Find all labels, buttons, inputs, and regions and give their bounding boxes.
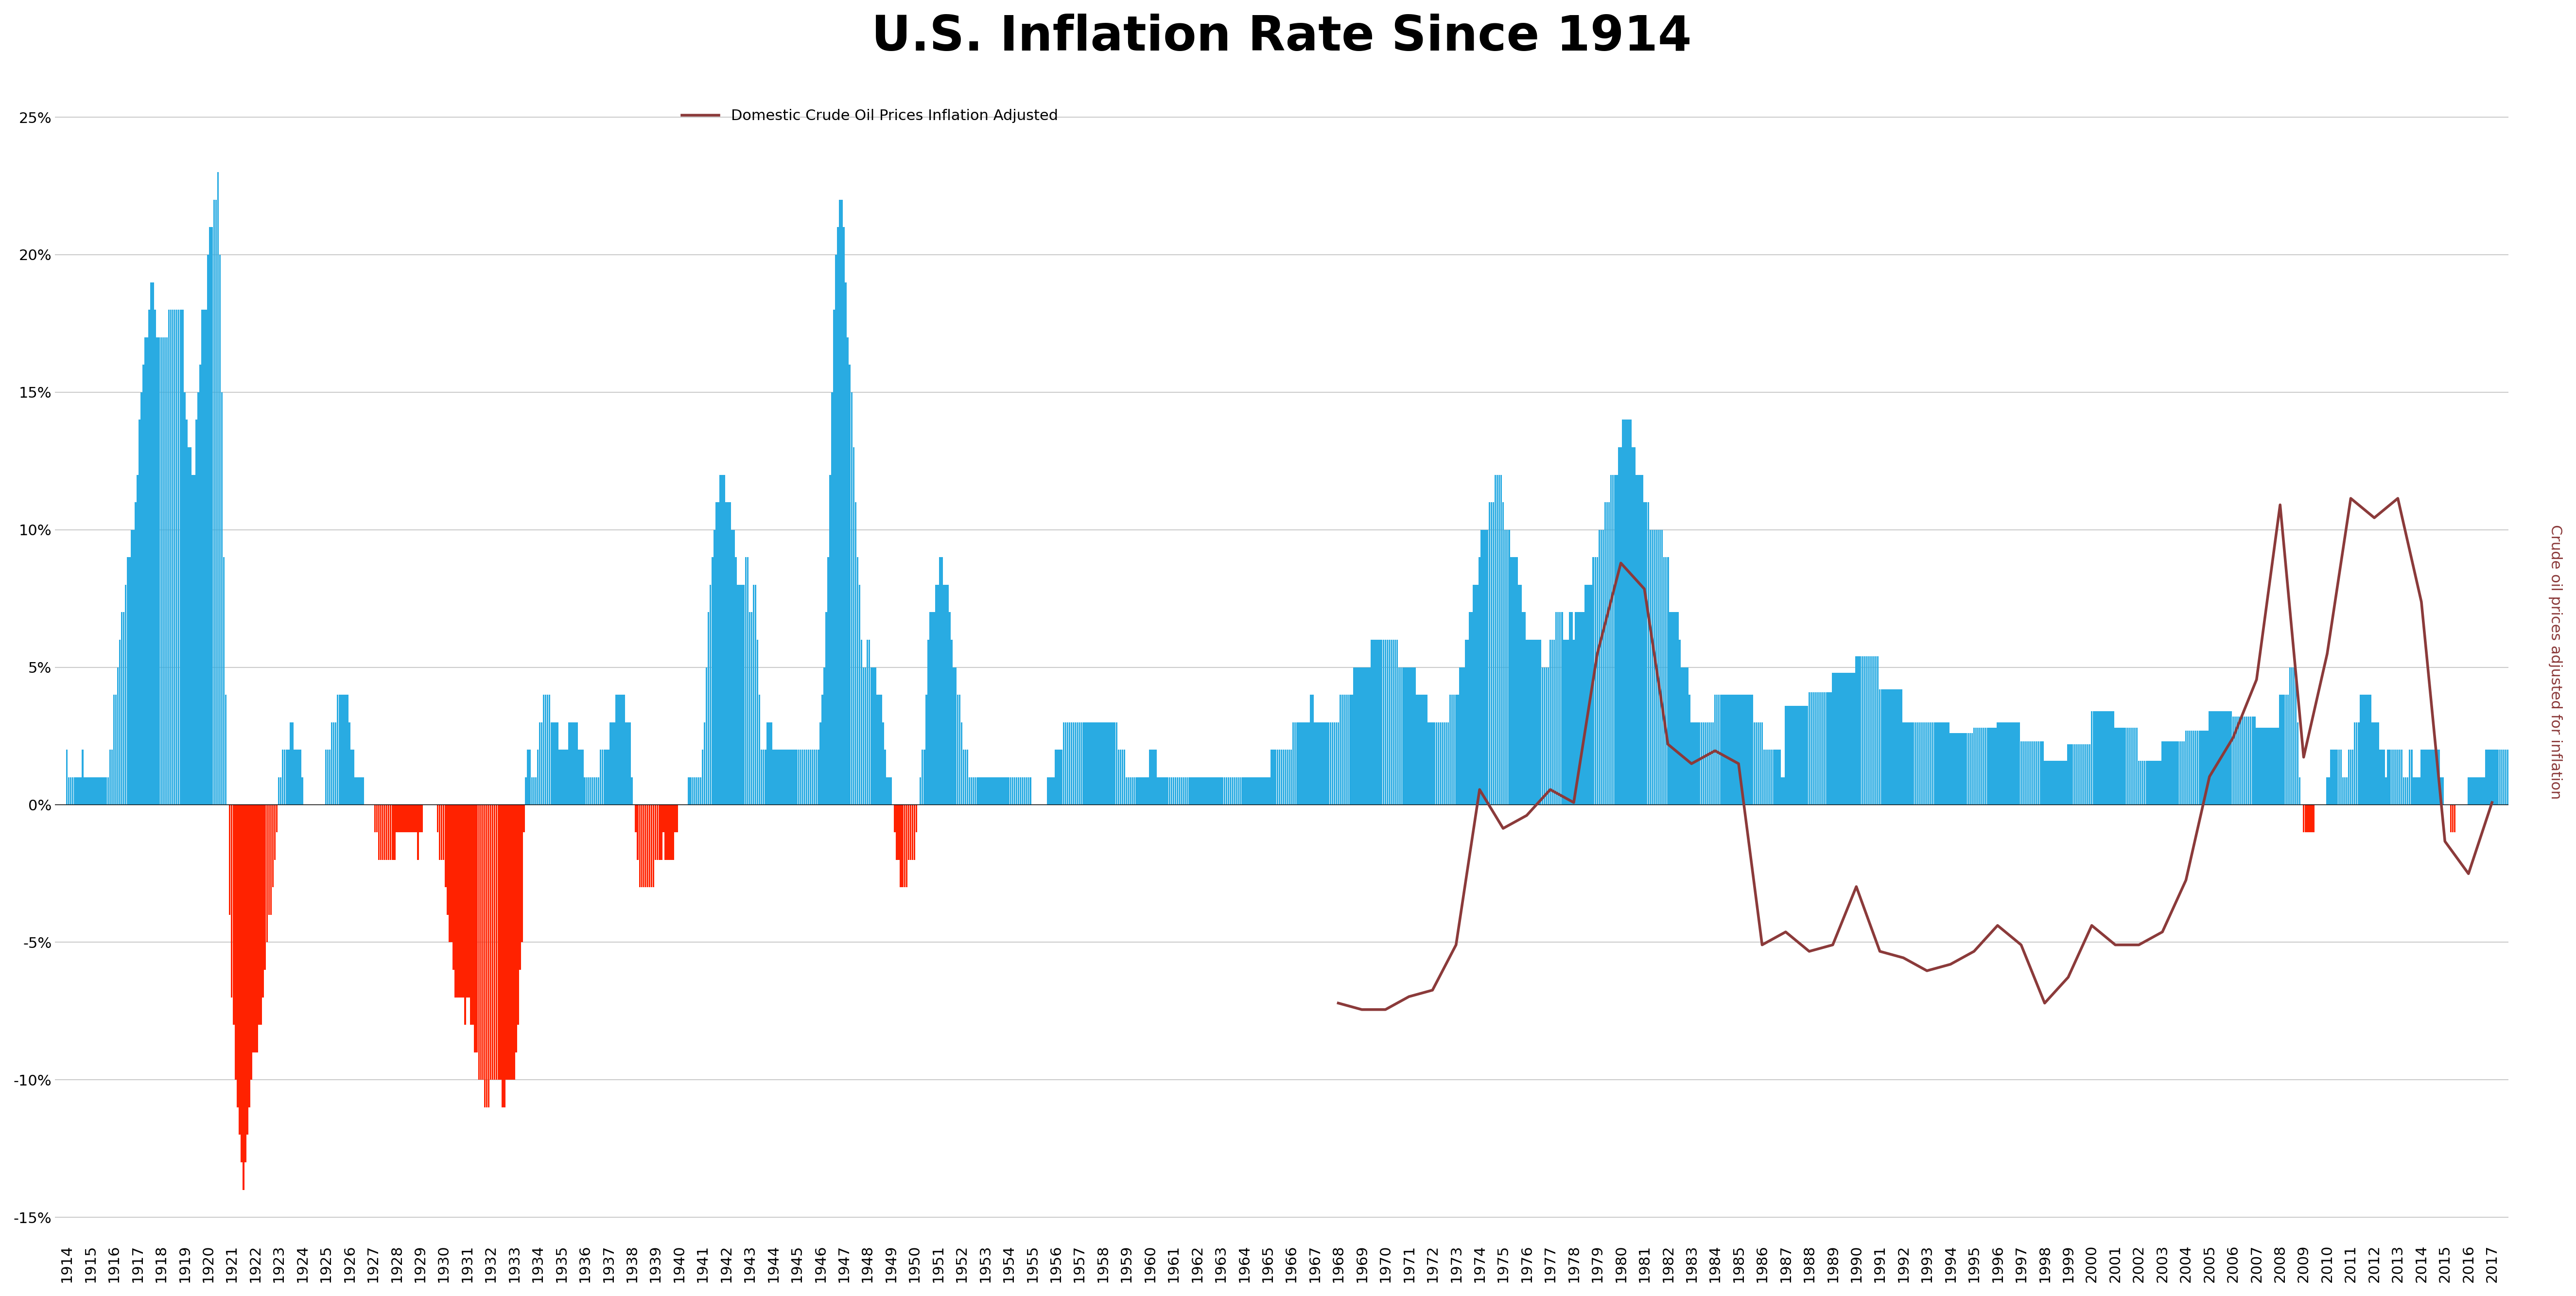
Y-axis label: Crude oil prices adjusted for inflation: Crude oil prices adjusted for inflation [2548,525,2563,800]
Title: U.S. Inflation Rate Since 1914: U.S. Inflation Rate Since 1914 [871,13,1692,61]
Legend: Domestic Crude Oil Prices Inflation Adjusted: Domestic Crude Oil Prices Inflation Adju… [675,104,1064,130]
